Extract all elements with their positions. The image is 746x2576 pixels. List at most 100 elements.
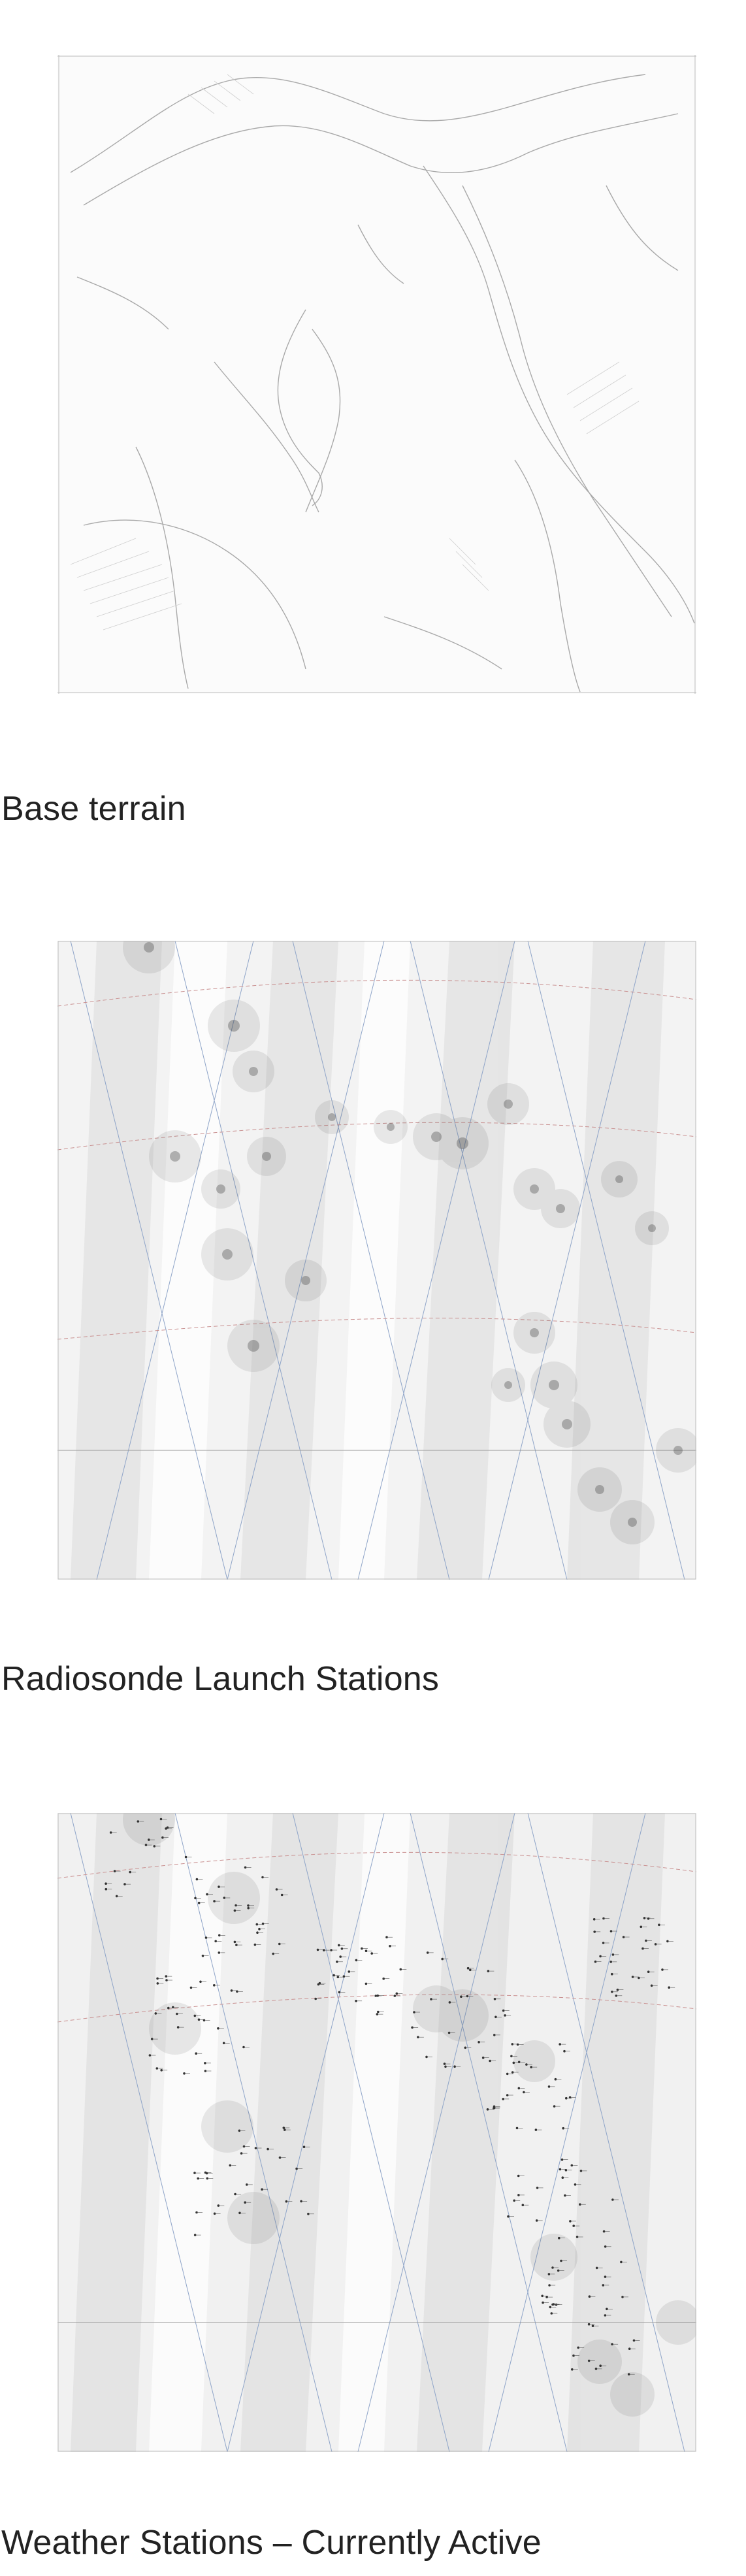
station-marker: [105, 1882, 107, 1885]
station-marker: [417, 2036, 419, 2038]
station-marker: [395, 1992, 398, 1995]
map-tick-frame: [57, 941, 696, 1580]
station-marker: [261, 1876, 264, 1879]
station-marker: [282, 2127, 285, 2129]
station-marker: [376, 1994, 379, 1997]
station-marker: [469, 1968, 472, 1972]
station-marker: [523, 2091, 525, 2094]
station-marker: [599, 1955, 602, 1958]
ground-tracks-blue: [70, 1813, 685, 2452]
station-marker: [235, 1944, 238, 1946]
station-marker: [560, 2259, 562, 2262]
station-marker: [495, 2015, 497, 2019]
station-marker: [197, 2177, 199, 2180]
station-marker: [530, 2066, 532, 2068]
station-marker: [159, 1818, 163, 1821]
station-marker: [217, 2027, 219, 2030]
station-marker: [153, 1845, 156, 1848]
station-marker: [430, 1998, 432, 2000]
station-marker: [661, 1968, 664, 1971]
station-marker: [593, 1931, 596, 1933]
station-marker: [370, 1952, 373, 1955]
radiosonde-caption: Radiosonde Launch Stations: [1, 1660, 440, 1698]
station-marker: [572, 2354, 575, 2357]
station-marker: [558, 2236, 560, 2240]
station-marker: [160, 2069, 163, 2072]
terrain-panel: Base terrain: [0, 0, 746, 849]
station-marker: [647, 1917, 650, 1920]
station-marker: [195, 1878, 199, 1881]
station-marker: [113, 1870, 116, 1872]
station-marker: [355, 1959, 358, 1962]
station-marker: [627, 2373, 630, 2375]
station-marker: [602, 2284, 605, 2287]
station-marker: [278, 2156, 282, 2159]
station-marker: [666, 1940, 669, 1943]
station-marker: [382, 1977, 385, 1980]
station-marker: [165, 1975, 168, 1978]
station-marker: [606, 2307, 608, 2311]
station-marker: [489, 2059, 491, 2062]
station-marker: [399, 1968, 402, 1971]
station-marker: [339, 1955, 342, 1958]
station-marker: [199, 1980, 202, 1983]
station-marker: [443, 2062, 446, 2065]
station-marker: [316, 1948, 319, 1951]
station-marker: [587, 2323, 591, 2326]
station-marker: [355, 2000, 357, 2002]
station-marker: [148, 1838, 150, 1841]
station-marker: [154, 2012, 157, 2015]
station-marker: [342, 1975, 346, 1978]
station-marker: [332, 1974, 335, 1977]
station-marker: [486, 2108, 489, 2111]
weather-stations-panel: Weather Stations – Currently Active: [0, 1725, 746, 2576]
station-marker: [592, 1918, 596, 1921]
station-marker: [506, 2094, 509, 2096]
station-marker: [604, 2275, 607, 2278]
station-marker: [579, 2203, 581, 2206]
station-marker: [167, 2006, 170, 2010]
station-marker: [300, 2200, 302, 2203]
weather-station-markers: [105, 1818, 675, 2375]
station-marker: [411, 2026, 414, 2029]
station-marker: [238, 2129, 241, 2132]
station-marker: [161, 1836, 164, 1839]
station-marker: [517, 2194, 520, 2196]
station-marker: [643, 1917, 646, 1919]
station-marker: [587, 2359, 591, 2362]
station-marker: [213, 1900, 216, 1902]
station-marker: [176, 2026, 180, 2029]
station-marker: [242, 2046, 245, 2049]
station-marker: [577, 2346, 579, 2349]
station-marker: [611, 2343, 613, 2345]
station-marker: [460, 1995, 462, 1998]
station-marker: [184, 1855, 187, 1859]
station-marker: [150, 2038, 154, 2040]
station-marker: [654, 1943, 657, 1946]
station-marker: [604, 2245, 607, 2248]
station-marker: [206, 1893, 208, 1896]
station-marker: [255, 1923, 259, 1926]
station-marker: [602, 1917, 605, 1920]
station-marker: [535, 2219, 538, 2222]
station-marker: [137, 1820, 140, 1823]
station-marker: [609, 1930, 613, 1932]
station-marker: [622, 1936, 625, 1938]
station-marker: [481, 2056, 485, 2059]
station-marker: [144, 1844, 148, 1846]
ground-tracks-red: [57, 979, 696, 1340]
weather-stations-map: [57, 1813, 696, 2452]
station-marker: [195, 2052, 197, 2055]
station-marker: [493, 2105, 496, 2108]
station-marker: [246, 2183, 248, 2186]
station-marker: [217, 2204, 220, 2207]
station-marker: [176, 2012, 178, 2015]
station-marker: [425, 2055, 428, 2059]
station-marker: [502, 2009, 505, 2012]
station-marker: [453, 2065, 456, 2068]
station-marker: [234, 2193, 236, 2196]
station-marker: [502, 2098, 504, 2100]
station-marker: [551, 2303, 554, 2306]
station-marker: [588, 2295, 591, 2298]
station-marker: [557, 2269, 560, 2272]
